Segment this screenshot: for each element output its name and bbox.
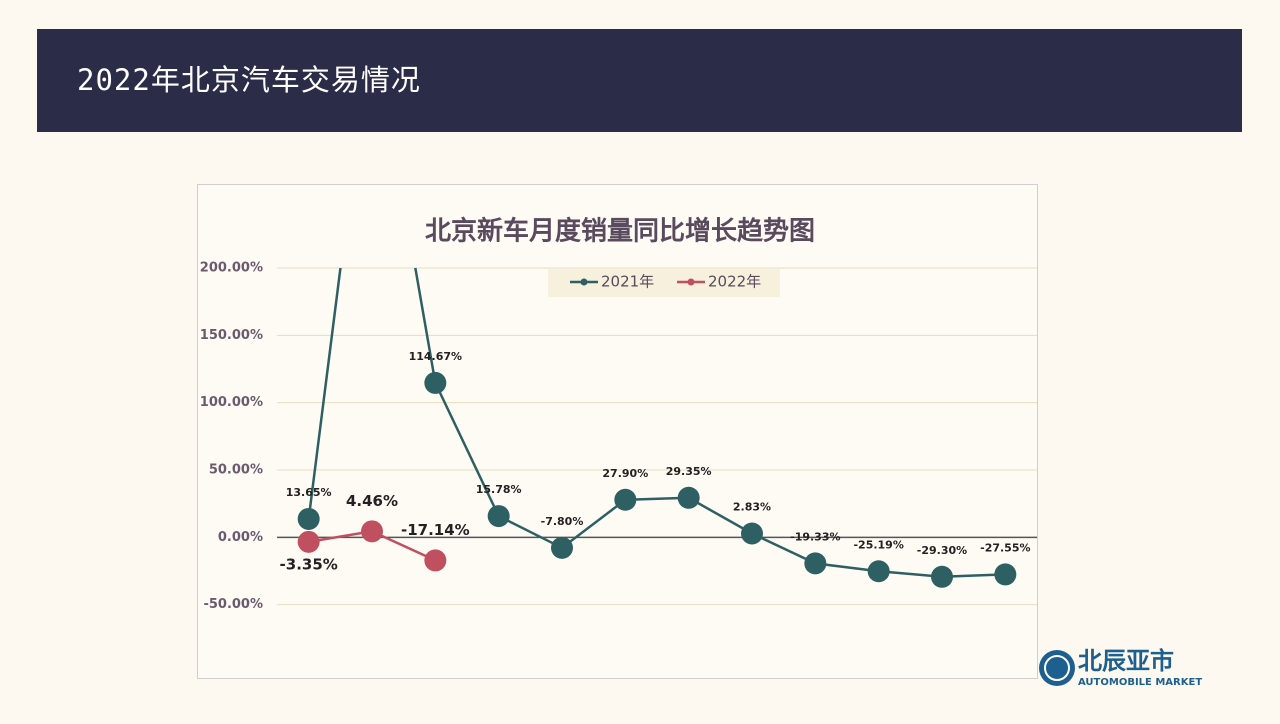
legend-marker	[580, 278, 588, 286]
data-label: -19.33%	[790, 530, 840, 543]
header-title: 2022年北京汽车交易情况	[77, 63, 421, 97]
data-label: 27.90%	[602, 467, 648, 480]
legend-label: 2022年	[708, 273, 761, 291]
series-layer	[297, 268, 1017, 588]
data-label: 29.35%	[666, 465, 712, 478]
data-point	[677, 486, 700, 509]
data-point	[614, 488, 637, 511]
data-label: -3.35%	[280, 555, 338, 573]
y-tick-label: 0.00%	[218, 530, 263, 545]
y-tick-label: 200.00%	[200, 261, 263, 276]
y-tick-label: 150.00%	[200, 328, 263, 343]
legend-label: 2021年	[601, 273, 654, 291]
data-point	[487, 505, 510, 528]
data-point	[867, 560, 890, 583]
data-label: 15.78%	[476, 483, 522, 496]
data-point	[994, 563, 1017, 586]
legend-marker	[687, 278, 695, 286]
data-label: -27.55%	[980, 541, 1030, 554]
chart-frame	[197, 184, 1038, 679]
data-point	[361, 520, 383, 543]
data-point	[424, 371, 447, 394]
data-label: 2.83%	[733, 501, 771, 514]
header-bar	[37, 29, 1242, 132]
data-label: -25.19%	[853, 538, 903, 551]
data-label: -7.80%	[541, 515, 584, 528]
data-point	[551, 536, 573, 559]
data-label: 13.65%	[286, 486, 332, 499]
data-label: -17.14%	[401, 521, 470, 539]
logo: 北辰亚市 AUTOMOBILE MARKET	[1039, 647, 1202, 688]
chart-title: 北京新车月度销量同比增长趋势图	[425, 216, 815, 247]
data-point	[741, 522, 763, 545]
logo-icon-ring	[1044, 655, 1070, 681]
data-label: -29.30%	[917, 544, 967, 557]
data-point	[931, 565, 953, 588]
plot: -50.00% 0.00% 50.00% 100.00% 150.00% 200.00% 2…	[200, 261, 1037, 612]
data-point	[297, 507, 320, 530]
y-tick-label: -50.00%	[203, 597, 263, 612]
data-point	[424, 549, 447, 572]
data-label: 4.46%	[346, 492, 398, 510]
logo-subtitle: AUTOMOBILE MARKET	[1078, 677, 1202, 688]
data-point	[297, 530, 320, 553]
y-tick-label: 100.00%	[200, 395, 263, 410]
data-point	[804, 552, 827, 575]
y-tick-label: 50.00%	[209, 463, 263, 478]
data-label: 114.67%	[409, 350, 462, 363]
logo-name: 北辰亚市	[1078, 647, 1174, 675]
